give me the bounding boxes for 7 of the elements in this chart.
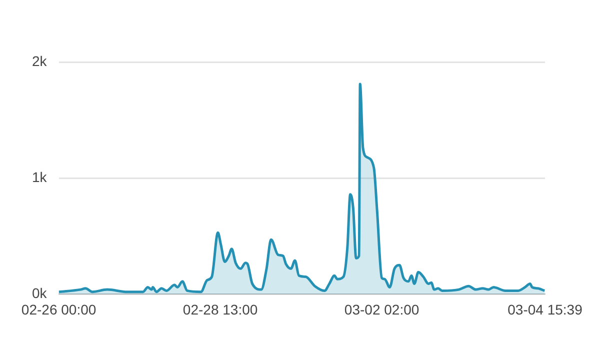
x-tick-label: 03-02 02:00 <box>344 301 420 318</box>
y-tick-label: 1k <box>32 168 48 185</box>
x-tick-label: 02-26 00:00 <box>21 301 96 318</box>
x-tick-label: 02-28 13:00 <box>182 301 258 318</box>
y-tick-label: 0k <box>32 285 48 302</box>
y-tick-label: 2k <box>32 52 48 69</box>
x-tick-label: 03-04 15:39 <box>508 301 583 318</box>
